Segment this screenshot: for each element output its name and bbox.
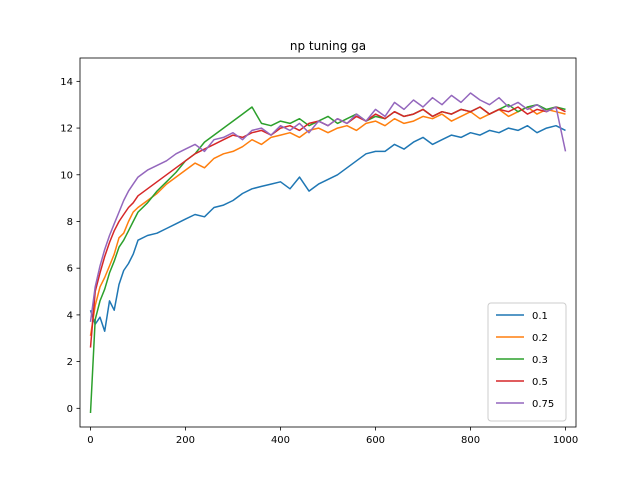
legend-label: 0.75: [532, 399, 554, 410]
y-tick-label: 4: [67, 310, 73, 321]
series-line-0-5: [89, 106, 566, 348]
y-tick-label: 2: [67, 357, 73, 368]
x-tick-label: 400: [271, 435, 290, 446]
x-tick-label: 600: [366, 435, 385, 446]
y-tick-label: 12: [60, 124, 73, 135]
x-tick-label: 800: [461, 435, 480, 446]
series-line-0-1: [89, 124, 566, 332]
chart-title: np tuning ga: [290, 39, 366, 53]
y-axis: 0 2 4 6 8 10 12 14: [60, 77, 80, 415]
legend-label: 0.1: [532, 311, 548, 322]
x-tick-label: 200: [176, 435, 195, 446]
y-tick-label: 0: [67, 404, 73, 415]
legend: 0.1 0.2 0.3 0.5 0.75: [487, 302, 567, 422]
series-line-0-2: [89, 106, 566, 337]
y-tick-label: 8: [67, 217, 73, 228]
legend-box: [487, 302, 567, 422]
legend-label: 0.3: [532, 355, 548, 366]
x-axis: 0 200 400 600 800 1000: [87, 427, 578, 446]
y-tick-label: 10: [60, 170, 73, 181]
y-tick-label: 6: [67, 264, 73, 275]
legend-label: 0.2: [532, 333, 548, 344]
x-tick-label: 1000: [553, 435, 578, 446]
series-line-0-75: [89, 92, 567, 322]
y-tick-label: 14: [60, 77, 73, 88]
legend-label: 0.5: [532, 377, 548, 388]
x-tick-label: 0: [87, 435, 93, 446]
plot-area: [89, 92, 567, 414]
axes-frame: [79, 57, 577, 428]
